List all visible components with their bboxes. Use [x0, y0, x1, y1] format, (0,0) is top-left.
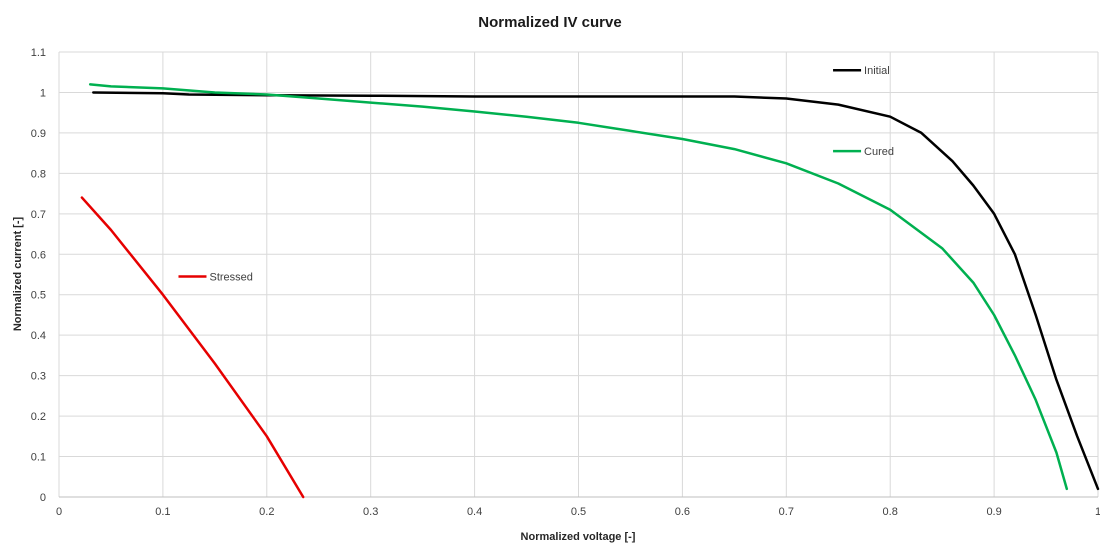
- y-tick-label: 0.7: [31, 209, 46, 221]
- x-axis-title: Normalized voltage [-]: [521, 531, 636, 543]
- x-tick-label: 0.8: [883, 506, 898, 518]
- legend-label-cured: Cured: [864, 146, 894, 158]
- y-tick-label: 0.4: [31, 330, 46, 342]
- x-tick-label: 0.5: [571, 506, 586, 518]
- x-tick-label: 0.4: [467, 506, 482, 518]
- x-tick-label: 0.7: [779, 506, 794, 518]
- series-line-cured: [88, 83, 1069, 491]
- x-tick-label: 1: [1095, 506, 1100, 518]
- axes: 0 0.1 0.2 0.3 0.4 0.5 0.6 0.7 0.8 0.9 1 0 0.1 0.2 0.3 0…: [31, 47, 1100, 518]
- gridlines: [58, 51, 1099, 497]
- chart-title: Normalized IV curve: [478, 14, 621, 31]
- series-line-stressed: [80, 196, 305, 499]
- y-tick-label: 0.8: [31, 168, 46, 180]
- x-tick-label: 0.6: [675, 506, 690, 518]
- x-tick-label: 0.9: [986, 506, 1001, 518]
- legend-label-initial: Initial: [864, 65, 890, 77]
- y-tick-label: 0: [40, 492, 46, 504]
- series-line-initial: [92, 91, 1100, 491]
- y-axis-title: Normalized current [-]: [12, 217, 24, 332]
- x-tick-label: 0: [56, 506, 62, 518]
- y-tick-label: 0.5: [31, 290, 46, 302]
- x-tick-label: 0.2: [259, 506, 274, 518]
- inline-legend: Initial Cured Stressed: [178, 65, 894, 284]
- legend-label-stressed: Stressed: [209, 272, 252, 284]
- y-tick-label: 0.9: [31, 128, 46, 140]
- series-lines: [80, 83, 1100, 499]
- y-tick-label: 1: [40, 87, 46, 99]
- y-tick-label: 0.3: [31, 371, 46, 383]
- y-tick-label: 0.2: [31, 411, 46, 423]
- y-tick-label: 1.1: [31, 47, 46, 59]
- y-tick-label: 0.6: [31, 249, 46, 261]
- x-tick-label: 0.1: [155, 506, 170, 518]
- y-tick-label: 0.1: [31, 452, 46, 464]
- x-tick-label: 0.3: [363, 506, 378, 518]
